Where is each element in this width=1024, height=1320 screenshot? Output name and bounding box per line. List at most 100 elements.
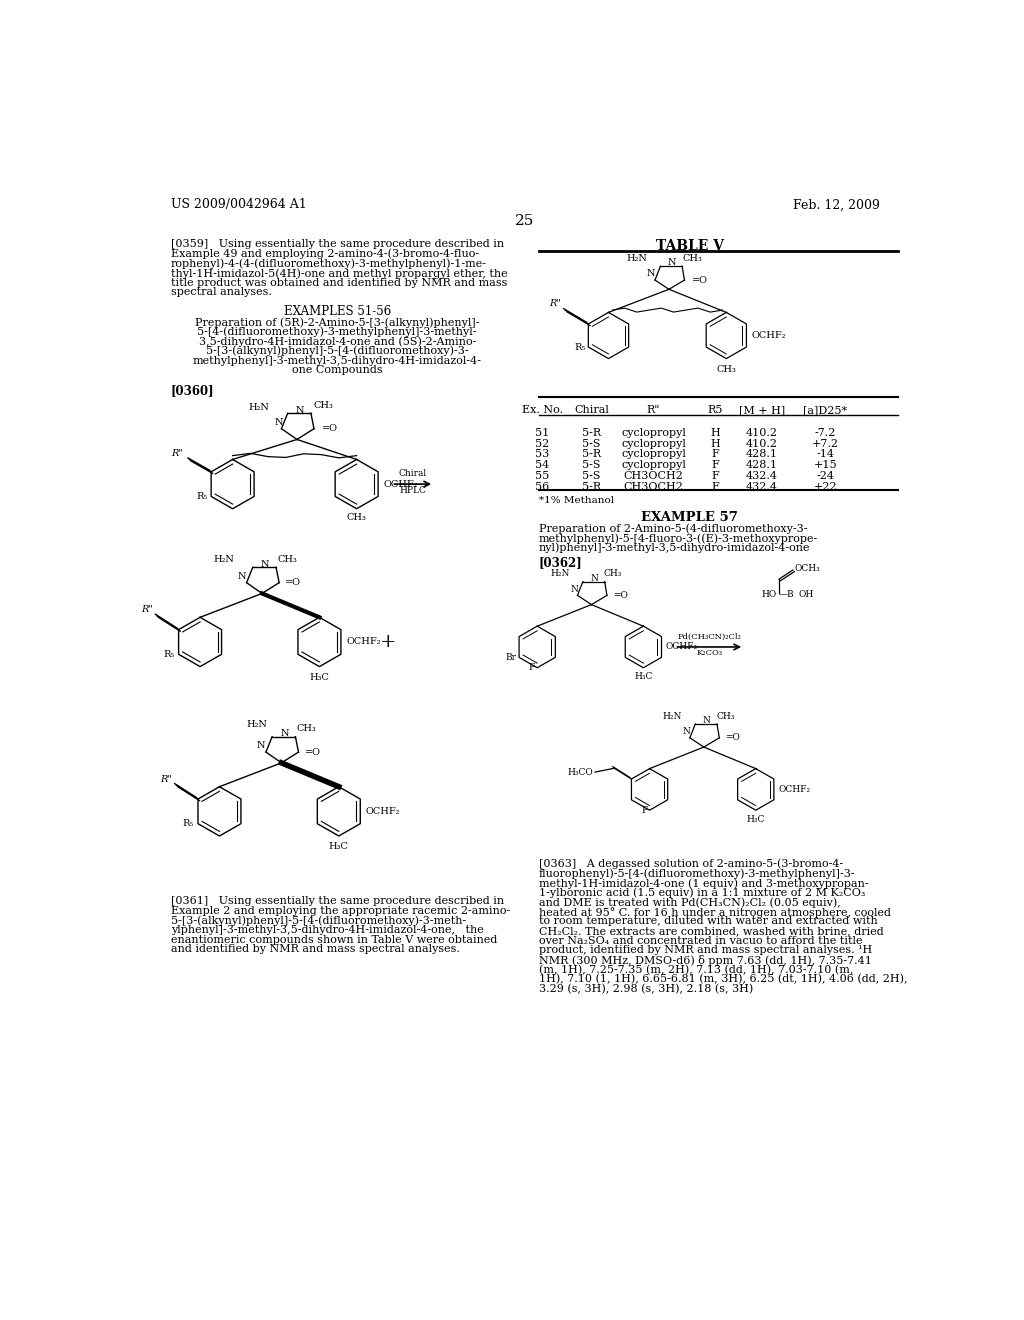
Text: [a]D25*: [a]D25* (804, 405, 848, 414)
Text: H₂N: H₂N (550, 569, 569, 578)
Text: CH₃: CH₃ (683, 253, 702, 263)
Text: CH₂Cl₂. The extracts are combined, washed with brine, dried: CH₂Cl₂. The extracts are combined, washe… (539, 927, 884, 936)
Text: CH₃: CH₃ (717, 364, 736, 374)
Text: ylphenyl]-3-methyl-3,5-dihydro-4H-imidazol-4-one,   the: ylphenyl]-3-methyl-3,5-dihydro-4H-imidaz… (171, 925, 483, 935)
Text: R": R" (161, 775, 172, 784)
Text: 54: 54 (536, 461, 550, 470)
Text: R₅: R₅ (164, 649, 175, 659)
Text: R": R" (647, 405, 660, 414)
Text: methyl-1H-imidazol-4-one (1 equiv) and 3-methoxypropan-: methyl-1H-imidazol-4-one (1 equiv) and 3… (539, 878, 868, 888)
Text: 3.29 (s, 3H), 2.98 (s, 3H), 2.18 (s, 3H): 3.29 (s, 3H), 2.98 (s, 3H), 2.18 (s, 3H) (539, 983, 753, 994)
Text: H: H (711, 438, 720, 449)
Text: N: N (281, 729, 289, 738)
Text: H₃CO: H₃CO (567, 768, 593, 776)
Text: EXAMPLE 57: EXAMPLE 57 (641, 511, 738, 524)
Text: nyl)phenyl]-3-methyl-3,5-dihydro-imidazol-4-one: nyl)phenyl]-3-methyl-3,5-dihydro-imidazo… (539, 543, 810, 553)
Text: F: F (712, 461, 719, 470)
Text: 5-R: 5-R (582, 482, 601, 492)
Text: R₅: R₅ (574, 343, 586, 351)
Text: 5-S: 5-S (583, 438, 601, 449)
Text: =O: =O (692, 276, 709, 285)
Text: *1% Methanol: *1% Methanol (539, 496, 613, 504)
Text: —B: —B (779, 590, 795, 599)
Text: H₃C: H₃C (329, 842, 349, 851)
Text: to room temperature, diluted with water and extracted with: to room temperature, diluted with water … (539, 916, 878, 927)
Text: CH3OCH2: CH3OCH2 (624, 482, 683, 492)
Text: N: N (238, 572, 246, 581)
Text: N: N (261, 560, 269, 569)
Text: R": R" (171, 449, 183, 458)
Text: one Compounds: one Compounds (292, 366, 383, 375)
Text: CH₃: CH₃ (604, 569, 623, 578)
Text: Example 49 and employing 2-amino-4-(3-bromo-4-fluo-: Example 49 and employing 2-amino-4-(3-br… (171, 249, 479, 260)
Text: [0363]   A degassed solution of 2-amino-5-(3-bromo-4-: [0363] A degassed solution of 2-amino-5-… (539, 859, 843, 870)
Text: enantiomeric compounds shown in Table V were obtained: enantiomeric compounds shown in Table V … (171, 935, 497, 945)
Text: heated at 95° C. for 16 h under a nitrogen atmosphere, cooled: heated at 95° C. for 16 h under a nitrog… (539, 907, 891, 917)
Text: TABLE V: TABLE V (656, 239, 724, 253)
Text: Pd(CH₃CN)₂Cl₂: Pd(CH₃CN)₂Cl₂ (677, 632, 741, 640)
Text: N: N (683, 727, 691, 737)
Text: [M + H]: [M + H] (739, 405, 785, 414)
Text: 432.4: 432.4 (745, 482, 778, 492)
Text: CH3OCH2: CH3OCH2 (624, 471, 683, 480)
Text: -24: -24 (816, 471, 835, 480)
Text: HPLC: HPLC (399, 486, 426, 495)
Text: methylphenyl]-3-methyl-3,5-dihydro-4H-imidazol-4-: methylphenyl]-3-methyl-3,5-dihydro-4H-im… (193, 355, 481, 366)
Text: 5-[3-(alkynyl)phenyl]-5-[4-(difluoromethoxy)-3-meth-: 5-[3-(alkynyl)phenyl]-5-[4-(difluorometh… (171, 915, 466, 925)
Text: N: N (257, 742, 265, 750)
Text: 3,5-dihydro-4H-imidazol-4-one and (5S)-2-Amino-: 3,5-dihydro-4H-imidazol-4-one and (5S)-2… (199, 337, 476, 347)
Text: R₅: R₅ (183, 820, 195, 828)
Text: Chiral: Chiral (574, 405, 609, 414)
Text: product, identified by NMR and mass spectral analyses. ¹H: product, identified by NMR and mass spec… (539, 945, 872, 956)
Text: K₂CO₃: K₂CO₃ (696, 648, 722, 656)
Text: R5: R5 (708, 405, 723, 414)
Text: N: N (296, 405, 304, 414)
Text: F: F (712, 471, 719, 480)
Text: OCHF₂: OCHF₂ (366, 807, 400, 816)
Text: over Na₂SO₄ and concentrated in vacuo to afford the title: over Na₂SO₄ and concentrated in vacuo to… (539, 936, 862, 945)
Text: 428.1: 428.1 (745, 449, 778, 459)
Text: 5-S: 5-S (583, 471, 601, 480)
Text: H₂N: H₂N (213, 556, 234, 564)
Text: F: F (528, 663, 535, 672)
Text: 410.2: 410.2 (745, 438, 778, 449)
Text: CH₃: CH₃ (297, 725, 316, 734)
Text: N: N (591, 574, 598, 583)
Text: H₃C: H₃C (309, 673, 330, 681)
Text: N: N (668, 257, 676, 267)
Text: 1-ylboronic acid (1.5 equiv) in a 1:1 mixture of 2 M K₂CO₃: 1-ylboronic acid (1.5 equiv) in a 1:1 mi… (539, 887, 865, 898)
Text: NMR (300 MHz, DMSO-d6) δ ppm 7.63 (dd, 1H), 7.35-7.41: NMR (300 MHz, DMSO-d6) δ ppm 7.63 (dd, 1… (539, 954, 871, 966)
Text: OH: OH (799, 590, 814, 599)
Text: Feb. 12, 2009: Feb. 12, 2009 (793, 198, 880, 211)
Text: 410.2: 410.2 (745, 428, 778, 438)
Text: 25: 25 (515, 214, 535, 228)
Text: cyclopropyl: cyclopropyl (621, 449, 686, 459)
Text: OCHF₂: OCHF₂ (346, 638, 381, 647)
Text: N: N (274, 418, 283, 426)
Text: H₃C: H₃C (634, 672, 652, 681)
Text: Chiral: Chiral (398, 469, 427, 478)
Text: Ex. No.: Ex. No. (522, 405, 563, 414)
Text: 56: 56 (536, 482, 550, 492)
Text: EXAMPLES 51-56: EXAMPLES 51-56 (284, 305, 391, 318)
Text: =O: =O (613, 591, 628, 599)
Text: 55: 55 (536, 471, 550, 480)
Text: H₂N: H₂N (663, 711, 682, 721)
Text: [0360]: [0360] (171, 384, 214, 397)
Text: [0359]   Using essentially the same procedure described in: [0359] Using essentially the same proced… (171, 239, 504, 249)
Text: =O: =O (286, 578, 301, 587)
Text: F: F (712, 482, 719, 492)
Text: cyclopropyl: cyclopropyl (621, 438, 686, 449)
Text: cyclopropyl: cyclopropyl (621, 461, 686, 470)
Text: OCH₃: OCH₃ (795, 564, 820, 573)
Text: HO: HO (762, 590, 776, 599)
Text: Preparation of (5R)-2-Amino-5-[3-(alkynyl)phenyl]-: Preparation of (5R)-2-Amino-5-[3-(alkyny… (195, 317, 479, 327)
Text: 428.1: 428.1 (745, 461, 778, 470)
Text: title product was obtained and identified by NMR and mass: title product was obtained and identifie… (171, 277, 507, 288)
Text: R": R" (141, 605, 153, 614)
Text: R": R" (549, 300, 561, 309)
Text: =O: =O (726, 734, 740, 742)
Text: 1H), 7.10 (1, 1H), 6.65-6.81 (m, 3H), 6.25 (dt, 1H), 4.06 (dd, 2H),: 1H), 7.10 (1, 1H), 6.65-6.81 (m, 3H), 6.… (539, 974, 907, 985)
Text: =O: =O (322, 424, 338, 433)
Text: US 2009/0042964 A1: US 2009/0042964 A1 (171, 198, 306, 211)
